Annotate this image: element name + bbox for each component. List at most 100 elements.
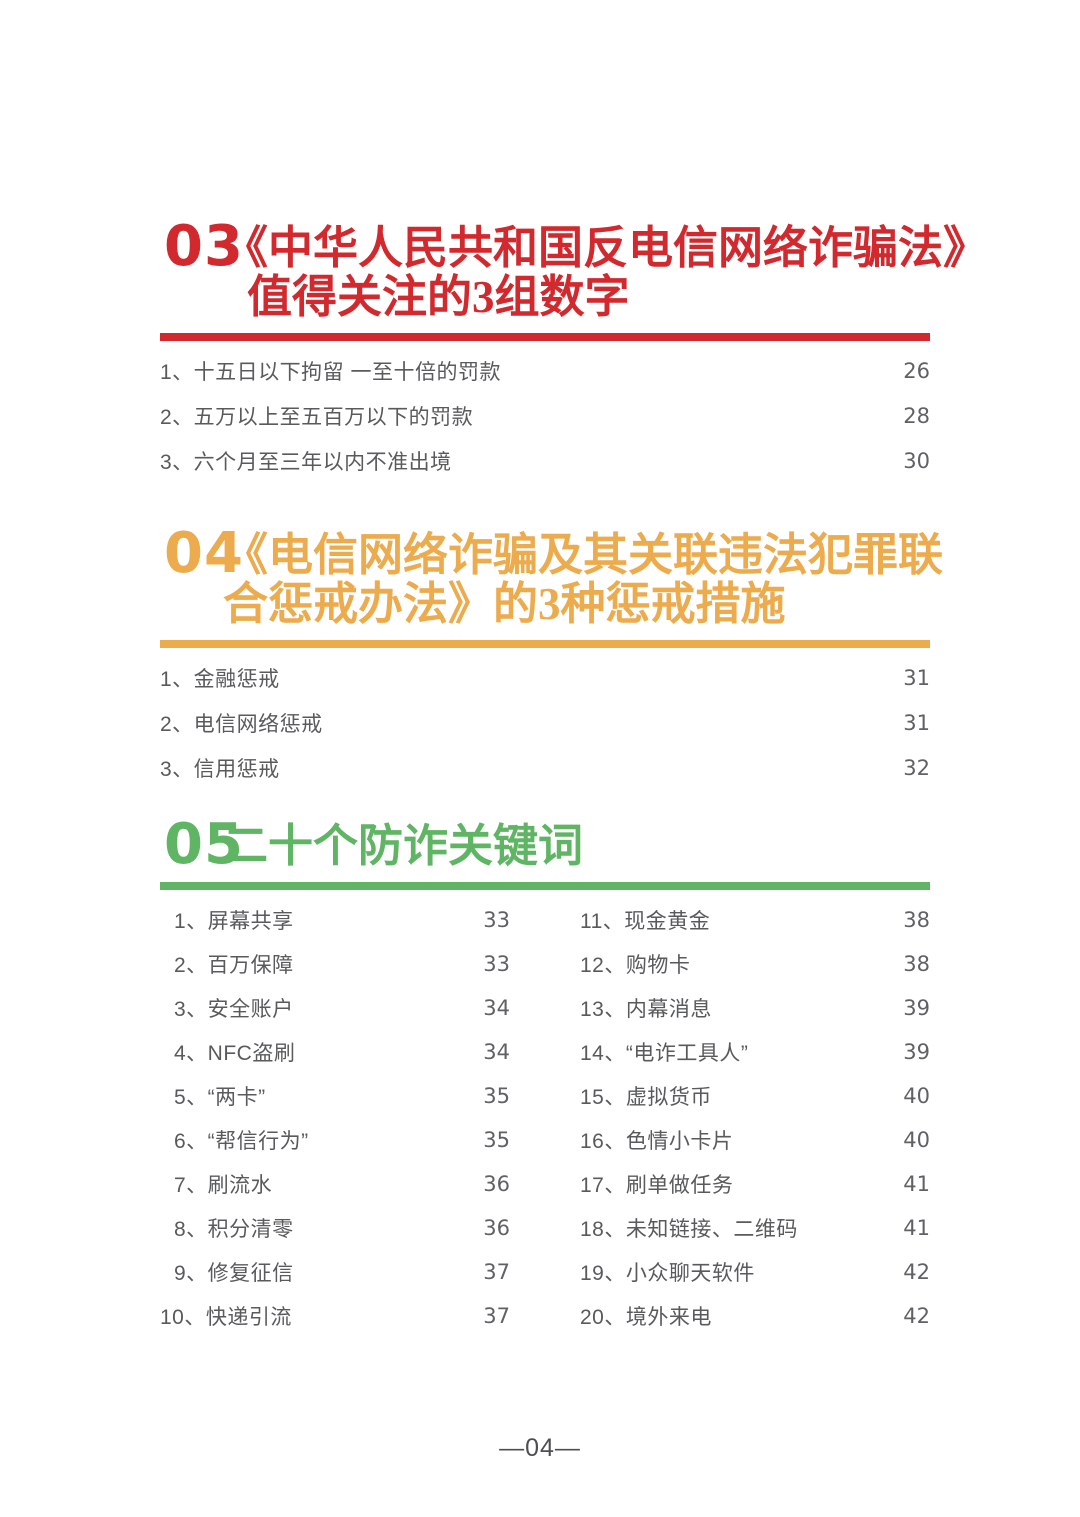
keyword-item-page-number: 40 [903,1084,930,1108]
keyword-item[interactable]: 7、刷流水 36 [160,1162,510,1206]
keyword-item-page-number: 41 [903,1172,930,1196]
section-04-title-line2: 合惩戒办法》的3种惩戒措施 [223,579,786,629]
keyword-item-page-number: 41 [903,1216,930,1240]
keyword-item[interactable]: 17、刷单做任务 41 [580,1162,930,1206]
keyword-item[interactable]: 16、色情小卡片 40 [580,1118,930,1162]
keyword-item-label: 13、内幕消息 [580,998,712,1021]
section-04-title: 《电信网络诈骗及其关联违法犯罪联 合惩戒办法》的3种惩戒措施 [223,530,944,629]
keyword-item[interactable]: 14、“电诈工具人” 39 [580,1030,930,1074]
keyword-item[interactable]: 19、小众聊天软件 42 [580,1250,930,1294]
keyword-item[interactable]: 3、安全账户 34 [160,986,510,1030]
keyword-item-page-number: 35 [483,1084,510,1108]
keyword-item[interactable]: 6、“帮信行为” 35 [160,1118,510,1162]
keyword-item-label: 11、现金黄金 [580,910,711,933]
keyword-item-label: 17、刷单做任务 [580,1174,734,1197]
keyword-item-page-number: 39 [903,996,930,1020]
section-03-number: 03 [164,214,244,279]
keyword-item-page-number: 42 [903,1260,930,1284]
toc-item[interactable]: 1、十五日以下拘留 一至十倍的罚款 26 [160,348,930,393]
toc-item-page-number: 30 [903,448,930,473]
keyword-item-label: 4、NFC盗刷 [174,1042,296,1065]
section-03-title-line1: 《中华人民共和国反电信网络诈骗法》 [223,223,989,273]
keyword-item[interactable]: 9、修复征信 37 [160,1250,510,1294]
keyword-item-label: 10、快递引流 [160,1306,292,1329]
keyword-item-label: 8、积分清零 [174,1218,294,1241]
toc-content: 03 《中华人民共和国反电信网络诈骗法》 值得关注的3组数字 1、十五日以下拘留… [160,0,989,1338]
keyword-item[interactable]: 18、未知链接、二维码 41 [580,1206,930,1250]
keyword-item-label: 7、刷流水 [174,1174,273,1197]
section-05-heading: 05 二十个防诈关键词 [160,812,930,877]
toc-item[interactable]: 3、信用惩戒 32 [160,745,930,790]
section-03-list: 1、十五日以下拘留 一至十倍的罚款 26 2、五万以上至五百万以下的罚款 28 … [160,341,930,483]
toc-item-label: 3、六个月至三年以内不准出境 [160,450,452,474]
section-03: 03 《中华人民共和国反电信网络诈骗法》 值得关注的3组数字 1、十五日以下拘留… [160,0,989,483]
keyword-item-label: 5、“两卡” [174,1086,266,1109]
section-05-title-line1: 二十个防诈关键词 [223,821,584,871]
keyword-item-page-number: 38 [903,908,930,932]
keyword-column-left: 1、屏幕共享 33 2、百万保障 33 3、安全账户 34 4、NFC盗刷 34 [160,898,510,1338]
section-04-number: 04 [164,521,244,586]
toc-item-page-number: 28 [903,403,930,428]
keyword-item[interactable]: 12、购物卡 38 [580,942,930,986]
keyword-item-label: 20、境外来电 [580,1306,712,1329]
keyword-item[interactable]: 20、境外来电 42 [580,1294,930,1338]
keyword-item-page-number: 35 [483,1128,510,1152]
section-03-title: 《中华人民共和国反电信网络诈骗法》 值得关注的3组数字 [223,223,989,322]
section-03-divider [160,333,930,341]
keyword-item-page-number: 37 [483,1260,510,1284]
keyword-item-page-number: 34 [483,996,510,1020]
keyword-item[interactable]: 4、NFC盗刷 34 [160,1030,510,1074]
section-04-divider [160,640,930,648]
toc-item-label: 2、电信网络惩戒 [160,712,323,736]
toc-item-label: 2、五万以上至五百万以下的罚款 [160,405,474,429]
toc-item[interactable]: 2、电信网络惩戒 31 [160,700,930,745]
keyword-item-page-number: 36 [483,1216,510,1240]
keyword-grid: 1、屏幕共享 33 2、百万保障 33 3、安全账户 34 4、NFC盗刷 34 [160,890,930,1338]
keyword-item-page-number: 39 [903,1040,930,1064]
keyword-item-label: 6、“帮信行为” [174,1130,309,1153]
keyword-column-right: 11、现金黄金 38 12、购物卡 38 13、内幕消息 39 14、“电诈工具… [580,898,930,1338]
section-04-title-line1: 《电信网络诈骗及其关联违法犯罪联 [223,530,944,580]
keyword-item-page-number: 36 [483,1172,510,1196]
toc-item-page-number: 31 [903,665,930,690]
keyword-item-label: 18、未知链接、二维码 [580,1218,798,1241]
keyword-item-label: 9、修复征信 [174,1262,294,1285]
keyword-item-page-number: 38 [903,952,930,976]
keyword-item-page-number: 42 [903,1304,930,1328]
keyword-item-label: 12、购物卡 [580,954,691,977]
keyword-item-label: 15、虚拟货币 [580,1086,712,1109]
keyword-item-page-number: 34 [483,1040,510,1064]
toc-item-page-number: 31 [903,710,930,735]
keyword-item[interactable]: 15、虚拟货币 40 [580,1074,930,1118]
keyword-item[interactable]: 2、百万保障 33 [160,942,510,986]
keyword-item-label: 3、安全账户 [174,998,294,1021]
keyword-item-label: 1、屏幕共享 [174,910,294,933]
keyword-item[interactable]: 5、“两卡” 35 [160,1074,510,1118]
keyword-item-label: 14、“电诈工具人” [580,1042,749,1065]
keyword-item[interactable]: 8、积分清零 36 [160,1206,510,1250]
section-05-number: 05 [164,812,244,877]
footer-page-number: —04— [499,1434,581,1462]
toc-item-page-number: 26 [903,358,930,383]
section-05-divider [160,882,930,890]
toc-item[interactable]: 1、金融惩戒 31 [160,655,930,700]
toc-item-page-number: 32 [903,755,930,780]
keyword-item-page-number: 33 [483,908,510,932]
keyword-item[interactable]: 10、快递引流 37 [160,1294,510,1338]
toc-item[interactable]: 2、五万以上至五百万以下的罚款 28 [160,393,930,438]
section-05: 05 二十个防诈关键词 1、屏幕共享 33 2、百万保障 33 [160,790,930,1338]
section-05-title: 二十个防诈关键词 [223,822,930,871]
section-03-heading: 03 《中华人民共和国反电信网络诈骗法》 值得关注的3组数字 [160,214,989,322]
keyword-item[interactable]: 13、内幕消息 39 [580,986,930,1030]
section-04: 04 《电信网络诈骗及其关联违法犯罪联 合惩戒办法》的3种惩戒措施 1、金融惩戒… [160,483,944,790]
keyword-item[interactable]: 11、现金黄金 38 [580,898,930,942]
section-04-list: 1、金融惩戒 31 2、电信网络惩戒 31 3、信用惩戒 32 [160,648,930,790]
section-04-heading: 04 《电信网络诈骗及其关联违法犯罪联 合惩戒办法》的3种惩戒措施 [160,521,944,629]
toc-item[interactable]: 3、六个月至三年以内不准出境 30 [160,438,930,483]
keyword-item-label: 19、小众聊天软件 [580,1262,755,1285]
keyword-item[interactable]: 1、屏幕共享 33 [160,898,510,942]
toc-item-label: 1、金融惩戒 [160,667,280,691]
toc-item-label: 3、信用惩戒 [160,757,280,781]
toc-item-label: 1、十五日以下拘留 一至十倍的罚款 [160,360,502,384]
